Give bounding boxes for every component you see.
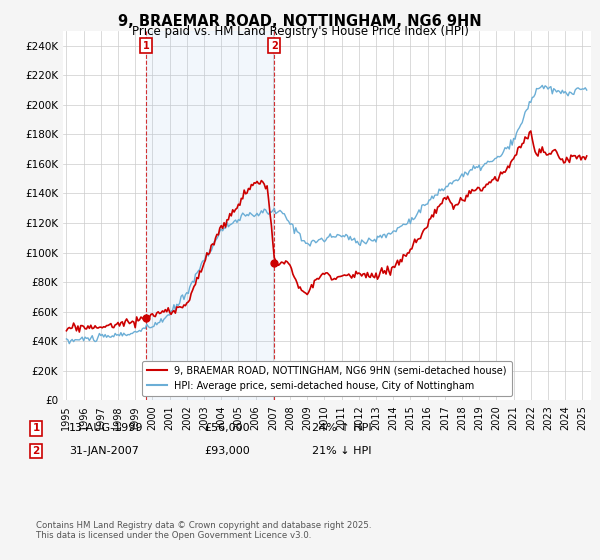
Text: Price paid vs. HM Land Registry's House Price Index (HPI): Price paid vs. HM Land Registry's House … bbox=[131, 25, 469, 38]
Text: £93,000: £93,000 bbox=[204, 446, 250, 456]
Text: 24% ↑ HPI: 24% ↑ HPI bbox=[312, 423, 371, 433]
Text: 9, BRAEMAR ROAD, NOTTINGHAM, NG6 9HN: 9, BRAEMAR ROAD, NOTTINGHAM, NG6 9HN bbox=[118, 14, 482, 29]
Text: 21% ↓ HPI: 21% ↓ HPI bbox=[312, 446, 371, 456]
Text: 1: 1 bbox=[32, 423, 40, 433]
Bar bbox=[146, 31, 274, 400]
Text: 13-AUG-1999: 13-AUG-1999 bbox=[69, 423, 143, 433]
Legend: 9, BRAEMAR ROAD, NOTTINGHAM, NG6 9HN (semi-detached house), HPI: Average price, : 9, BRAEMAR ROAD, NOTTINGHAM, NG6 9HN (se… bbox=[142, 361, 512, 395]
Text: Contains HM Land Registry data © Crown copyright and database right 2025.
This d: Contains HM Land Registry data © Crown c… bbox=[36, 521, 371, 540]
Text: 31-JAN-2007: 31-JAN-2007 bbox=[69, 446, 139, 456]
Text: 1: 1 bbox=[143, 40, 149, 50]
Text: £56,000: £56,000 bbox=[204, 423, 250, 433]
Text: 2: 2 bbox=[32, 446, 40, 456]
Text: 2: 2 bbox=[271, 40, 278, 50]
